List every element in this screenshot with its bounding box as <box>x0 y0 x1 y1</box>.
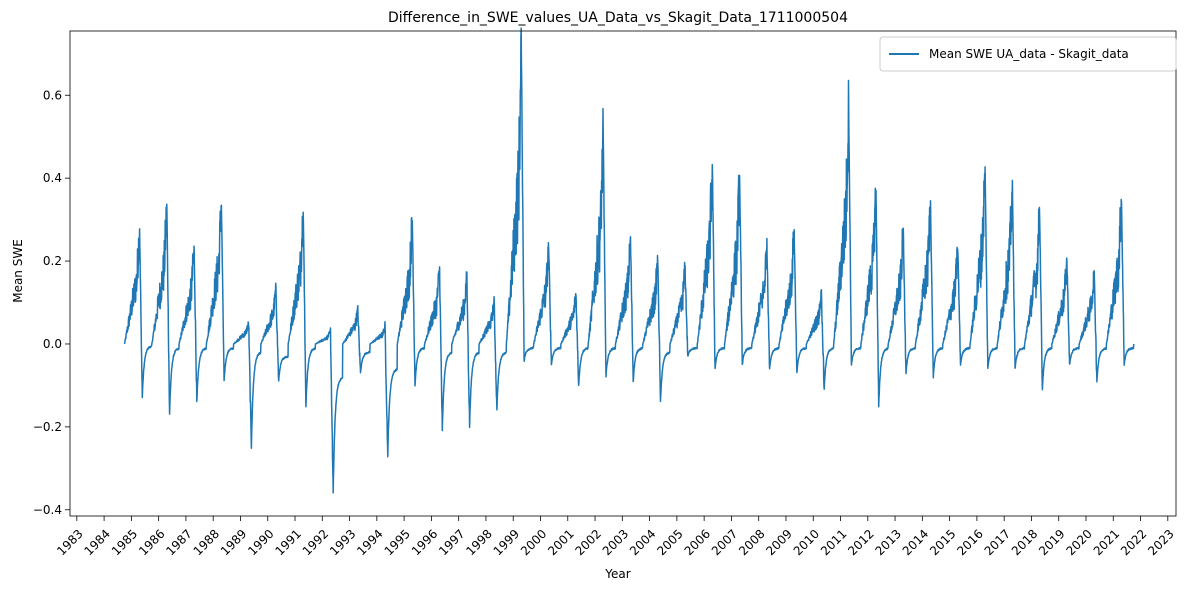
x-tick-label: 1985 <box>109 527 140 558</box>
x-tick-label: 1983 <box>54 527 85 558</box>
x-tick-label: 2017 <box>982 527 1013 558</box>
x-tick-label: 1989 <box>218 527 249 558</box>
y-tick-label: 0.0 <box>43 337 62 351</box>
x-axis-title: Year <box>604 567 630 581</box>
chart-title: Difference_in_SWE_values_UA_Data_vs_Skag… <box>388 10 848 26</box>
x-tick-label: 1994 <box>354 527 385 558</box>
plot-area <box>69 27 1177 517</box>
x-tick-label: 1993 <box>327 527 358 558</box>
x-axis: 1983198419851986198719881989199019911992… <box>54 516 1177 558</box>
series-line <box>123 27 1135 494</box>
x-tick-label: 1990 <box>245 527 276 558</box>
x-tick-label: 2014 <box>900 527 931 558</box>
x-tick-label: 2019 <box>1036 527 1067 558</box>
x-tick-label: 2002 <box>572 527 603 558</box>
x-tick-label: 2006 <box>682 527 713 558</box>
x-tick-label: 1986 <box>136 527 167 558</box>
x-tick-label: 2018 <box>1009 527 1040 558</box>
x-tick-label: 1998 <box>463 527 494 558</box>
x-tick-label: 2016 <box>954 527 985 558</box>
x-tick-label: 2023 <box>1145 527 1176 558</box>
x-tick-label: 2009 <box>763 527 794 558</box>
y-axis-title: Mean SWE <box>11 239 25 303</box>
x-tick-label: 1991 <box>272 527 303 558</box>
x-tick-label: 2004 <box>627 527 658 558</box>
x-tick-label: 1988 <box>191 527 222 558</box>
x-tick-label: 2011 <box>818 527 849 558</box>
x-tick-label: 1999 <box>491 527 522 558</box>
x-tick-label: 1984 <box>82 527 113 558</box>
x-tick-label: 2022 <box>1118 527 1149 558</box>
y-axis: −0.4 −0.2 0.0 0.2 0.4 0.6 <box>33 88 70 517</box>
x-tick-label: 2012 <box>845 527 876 558</box>
x-tick-label: 1987 <box>163 527 194 558</box>
x-tick-label: 2015 <box>927 527 958 558</box>
legend: Mean SWE UA_data - Skagit_data <box>879 36 1177 72</box>
x-tick-label: 2010 <box>791 527 822 558</box>
x-tick-label: 2021 <box>1091 527 1122 558</box>
legend-box <box>879 36 1177 72</box>
x-tick-label: 1996 <box>409 527 440 558</box>
y-tick-label: −0.4 <box>33 503 62 517</box>
y-tick-label: 0.4 <box>43 171 62 185</box>
legend-entry-label: Mean SWE UA_data - Skagit_data <box>929 47 1129 61</box>
x-tick-label: 2001 <box>545 527 576 558</box>
x-tick-label: 2003 <box>600 527 631 558</box>
x-tick-label: 1992 <box>300 527 331 558</box>
x-tick-label: 2013 <box>873 527 904 558</box>
x-tick-label: 1995 <box>382 527 413 558</box>
y-tick-label: 0.6 <box>43 88 62 102</box>
x-tick-label: 2000 <box>518 527 549 558</box>
x-tick-label: 2020 <box>1063 527 1094 558</box>
x-tick-label: 1997 <box>436 527 467 558</box>
y-tick-label: 0.2 <box>43 254 62 268</box>
x-tick-label: 2005 <box>654 527 685 558</box>
axes-frame <box>69 30 1177 517</box>
x-tick-label: 2007 <box>709 527 740 558</box>
x-tick-label: 2008 <box>736 527 767 558</box>
y-tick-label: −0.2 <box>33 420 62 434</box>
